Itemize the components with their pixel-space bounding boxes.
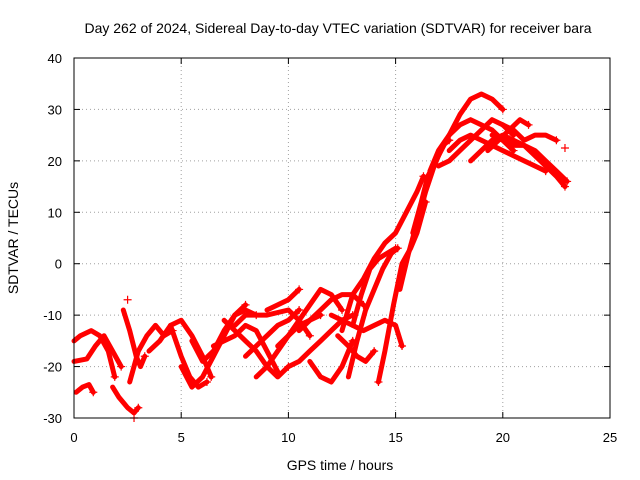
series-end-marker <box>89 388 98 397</box>
plot-frame <box>73 57 611 419</box>
x-tick-label: 20 <box>496 430 510 445</box>
y-axis-label: SDTVAR / TECUs <box>5 182 21 294</box>
x-tick-label: 10 <box>281 430 295 445</box>
y-tick-label: 40 <box>48 51 62 66</box>
plus-marker <box>560 144 569 152</box>
series-trace-track-10 <box>189 307 259 364</box>
series-end-marker <box>552 136 561 145</box>
series-end-marker <box>524 120 533 129</box>
series-end-marker <box>110 372 119 381</box>
series-end-marker <box>207 372 216 381</box>
series-trace-track-2 <box>71 333 124 370</box>
series-trace-track-8 <box>168 322 210 390</box>
series-trace-track-32 <box>468 132 568 190</box>
data-series <box>71 91 572 422</box>
plus-marker <box>123 295 132 304</box>
y-tick-label: 30 <box>48 102 62 117</box>
y-tick-label: -10 <box>43 308 62 323</box>
y-tick-label: -30 <box>43 411 62 426</box>
x-tick-label: 5 <box>178 430 185 445</box>
series-trace-track-4 <box>110 384 141 416</box>
series-trace-track-26 <box>375 199 429 385</box>
series-end-marker <box>305 331 314 340</box>
series-trace-track-30 <box>446 132 549 174</box>
series-end-marker <box>560 182 569 191</box>
series-trace-track-28 <box>410 91 506 236</box>
series-end-marker <box>498 105 507 114</box>
chart-title: Day 262 of 2024, Sidereal Day-to-day VTE… <box>84 20 591 36</box>
y-tick-label: -20 <box>43 360 62 375</box>
series-trace-track-22 <box>335 333 377 364</box>
series-trace-track-12 <box>221 317 291 380</box>
series-end-marker <box>295 306 304 314</box>
x-tick-label: 0 <box>70 430 77 445</box>
series-trace-track-33 <box>489 132 570 184</box>
series-end-marker <box>338 306 346 314</box>
series-trace-track-35 <box>485 117 531 154</box>
series-trace-track-1 <box>71 328 118 380</box>
plus-marker <box>374 378 383 386</box>
y-tick-label: 20 <box>48 154 62 169</box>
y-tick-label: 10 <box>48 205 62 220</box>
series-end-marker <box>140 352 149 361</box>
series-end-marker <box>370 347 379 356</box>
series-trace-track-20 <box>307 338 356 385</box>
series-trace-track-23 <box>339 173 426 334</box>
series-end-marker <box>117 362 126 371</box>
series-trace-track-16 <box>264 286 302 313</box>
series-end-marker <box>398 342 407 350</box>
series-trace-track-14 <box>243 307 302 359</box>
axis-ticks: 0 5 10 15 20 25 -30 -20 -10 0 10 20 30 40 <box>43 51 617 445</box>
series-end-marker <box>202 378 211 386</box>
x-tick-label: 15 <box>388 430 402 445</box>
series-trace-track-11 <box>210 322 281 375</box>
series-trace-track-25 <box>350 245 399 328</box>
y-tick-label: 0 <box>55 257 62 272</box>
x-axis-label: GPS time / hours <box>287 457 394 473</box>
series-end-marker <box>134 403 143 412</box>
series-end-marker <box>295 285 304 294</box>
x-tick-label: 25 <box>603 430 617 445</box>
series-trace-track-3 <box>73 382 96 395</box>
series-end-marker <box>563 177 572 186</box>
series-end-marker <box>391 244 400 253</box>
series-trace-track-17 <box>275 286 345 349</box>
